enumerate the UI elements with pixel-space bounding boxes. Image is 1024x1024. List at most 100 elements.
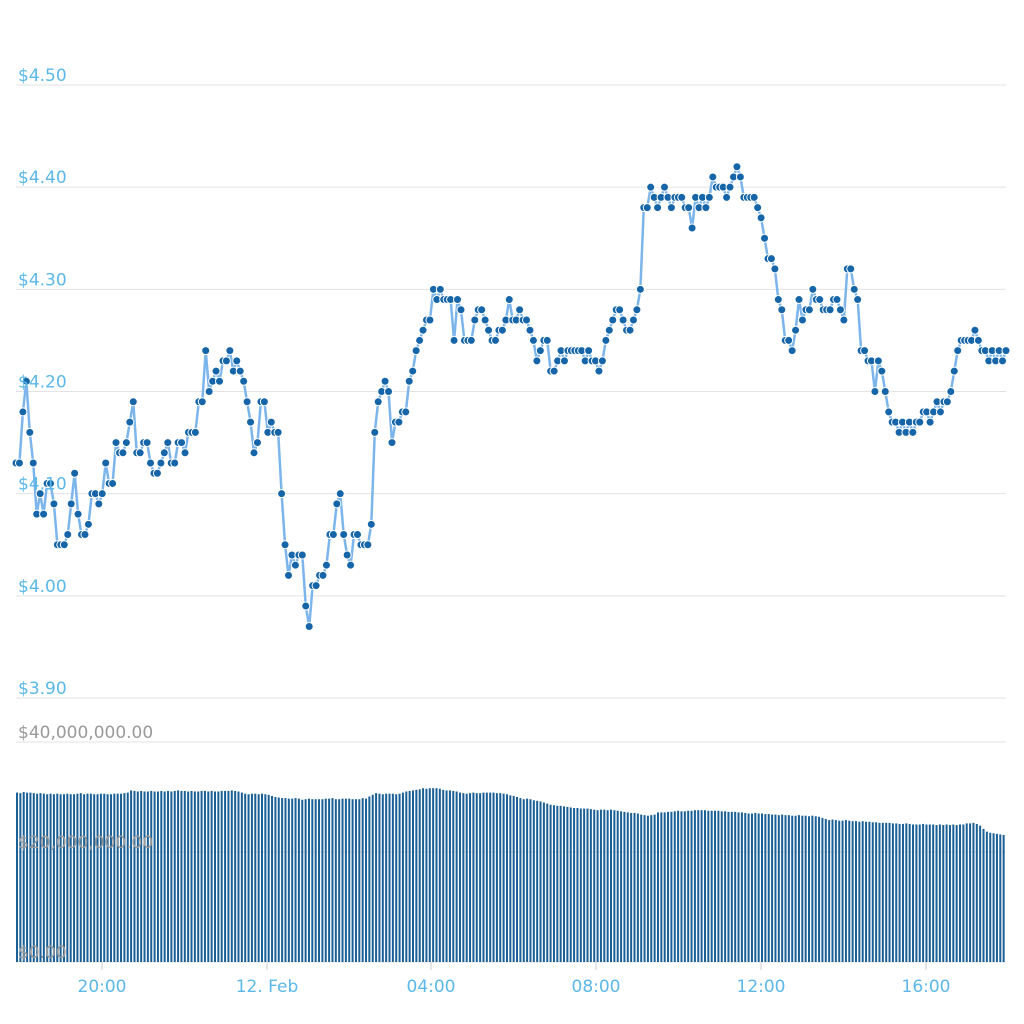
price-point[interactable] (252, 438, 262, 448)
price-point[interactable] (935, 407, 945, 417)
price-point[interactable] (704, 192, 714, 202)
price-point[interactable] (142, 438, 152, 448)
price-point[interactable] (773, 295, 783, 305)
price-point[interactable] (408, 366, 418, 376)
price-point[interactable] (242, 397, 252, 407)
price-point[interactable] (839, 315, 849, 325)
price-point[interactable] (280, 540, 290, 550)
price-point[interactable] (970, 325, 980, 335)
price-point[interactable] (749, 192, 759, 202)
price-point[interactable] (232, 356, 242, 366)
price-point[interactable] (346, 560, 356, 570)
price-point[interactable] (618, 315, 628, 325)
price-point[interactable] (197, 397, 207, 407)
price-point[interactable] (335, 489, 345, 499)
price-point[interactable] (25, 427, 35, 437)
price-point[interactable] (660, 182, 669, 192)
price-point[interactable] (777, 305, 787, 315)
price-point[interactable] (449, 335, 459, 345)
price-point[interactable] (18, 407, 28, 417)
price-point[interactable] (435, 284, 445, 294)
price-point[interactable] (480, 315, 490, 325)
price-point[interactable] (549, 366, 559, 376)
price-point[interactable] (118, 448, 128, 458)
price-point[interactable] (490, 335, 500, 345)
price-point[interactable] (211, 366, 221, 376)
price-point[interactable] (559, 356, 569, 366)
price-point[interactable] (290, 560, 300, 570)
price-point[interactable] (684, 203, 694, 213)
price-point[interactable] (470, 315, 480, 325)
price-point[interactable] (915, 417, 925, 427)
price-point[interactable] (204, 387, 214, 396)
price-point[interactable] (321, 560, 331, 570)
price-point[interactable] (808, 284, 818, 294)
price-point[interactable] (1001, 346, 1011, 356)
price-point[interactable] (246, 417, 256, 427)
price-point[interactable] (259, 397, 269, 407)
price-point[interactable] (21, 376, 31, 386)
price-point[interactable] (156, 458, 166, 468)
price-point[interactable] (83, 519, 93, 529)
price-point[interactable] (594, 366, 604, 376)
price-point[interactable] (249, 448, 259, 458)
price-point[interactable] (998, 356, 1008, 366)
price-point[interactable] (791, 325, 801, 335)
price-point[interactable] (504, 295, 514, 305)
price-point[interactable] (159, 448, 169, 458)
price-point[interactable] (584, 346, 594, 356)
price-point[interactable] (597, 356, 607, 366)
price-point[interactable] (73, 509, 83, 519)
price-point[interactable] (477, 305, 487, 315)
price-point[interactable] (815, 295, 825, 305)
price-point[interactable] (735, 172, 745, 182)
price-point[interactable] (787, 346, 797, 356)
price-point[interactable] (425, 315, 435, 325)
price-point[interactable] (190, 427, 200, 437)
price-point[interactable] (363, 540, 373, 550)
price-point[interactable] (760, 233, 770, 243)
price-point[interactable] (908, 427, 918, 437)
price-point[interactable] (373, 397, 383, 407)
price-point[interactable] (466, 335, 476, 345)
price-point[interactable] (873, 356, 883, 366)
price-point[interactable] (411, 346, 421, 356)
price-point[interactable] (677, 192, 687, 202)
price-point[interactable] (135, 448, 145, 458)
price-point[interactable] (628, 315, 638, 325)
price-point[interactable] (221, 356, 231, 366)
price-point[interactable] (687, 223, 697, 233)
price-point[interactable] (304, 621, 314, 631)
price-point[interactable] (953, 346, 963, 356)
price-point[interactable] (59, 540, 69, 550)
price-point[interactable] (642, 203, 652, 213)
price-point[interactable] (725, 182, 735, 192)
price-point[interactable] (946, 387, 956, 396)
price-point[interactable] (732, 162, 742, 172)
price-point[interactable] (201, 346, 211, 356)
price-point[interactable] (601, 335, 611, 345)
price-point[interactable] (366, 519, 376, 529)
price-point[interactable] (542, 335, 552, 345)
price-point[interactable] (353, 530, 362, 540)
price-point[interactable] (39, 509, 49, 519)
price-point[interactable] (604, 325, 614, 335)
price-point[interactable] (784, 335, 794, 345)
price-point[interactable] (394, 417, 404, 427)
price-point[interactable] (128, 397, 138, 407)
price-point[interactable] (49, 499, 59, 509)
price-point[interactable] (666, 203, 676, 213)
price-point[interactable] (266, 417, 276, 427)
price-point[interactable] (28, 458, 38, 468)
price-point[interactable] (804, 305, 814, 315)
price-point[interactable] (528, 335, 538, 345)
price-point[interactable] (525, 325, 535, 335)
price-point[interactable] (328, 530, 338, 540)
price-point[interactable] (45, 478, 55, 488)
price-point[interactable] (646, 182, 656, 192)
price-point[interactable] (152, 468, 162, 478)
price-point[interactable] (456, 305, 466, 315)
price-point[interactable] (832, 295, 842, 305)
price-point[interactable] (94, 499, 104, 509)
price-point[interactable] (239, 376, 249, 386)
